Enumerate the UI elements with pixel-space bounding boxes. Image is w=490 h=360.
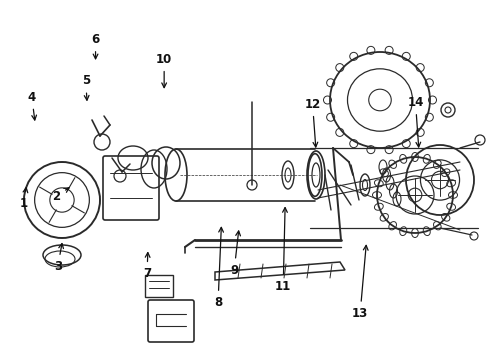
Text: 11: 11 [275, 208, 292, 293]
Text: 6: 6 [92, 33, 99, 59]
Text: 10: 10 [156, 53, 172, 87]
Text: 7: 7 [143, 253, 151, 280]
Text: 2: 2 [52, 188, 69, 203]
Text: 13: 13 [352, 246, 368, 320]
Text: 5: 5 [82, 75, 90, 100]
Bar [145, 275, 173, 297]
Text: 1: 1 [20, 188, 28, 210]
Text: 4: 4 [28, 91, 36, 120]
Text: 14: 14 [407, 96, 424, 147]
Text: 8: 8 [214, 228, 223, 309]
Text: 9: 9 [230, 231, 241, 276]
Text: 3: 3 [54, 243, 63, 273]
Text: 12: 12 [304, 98, 321, 147]
